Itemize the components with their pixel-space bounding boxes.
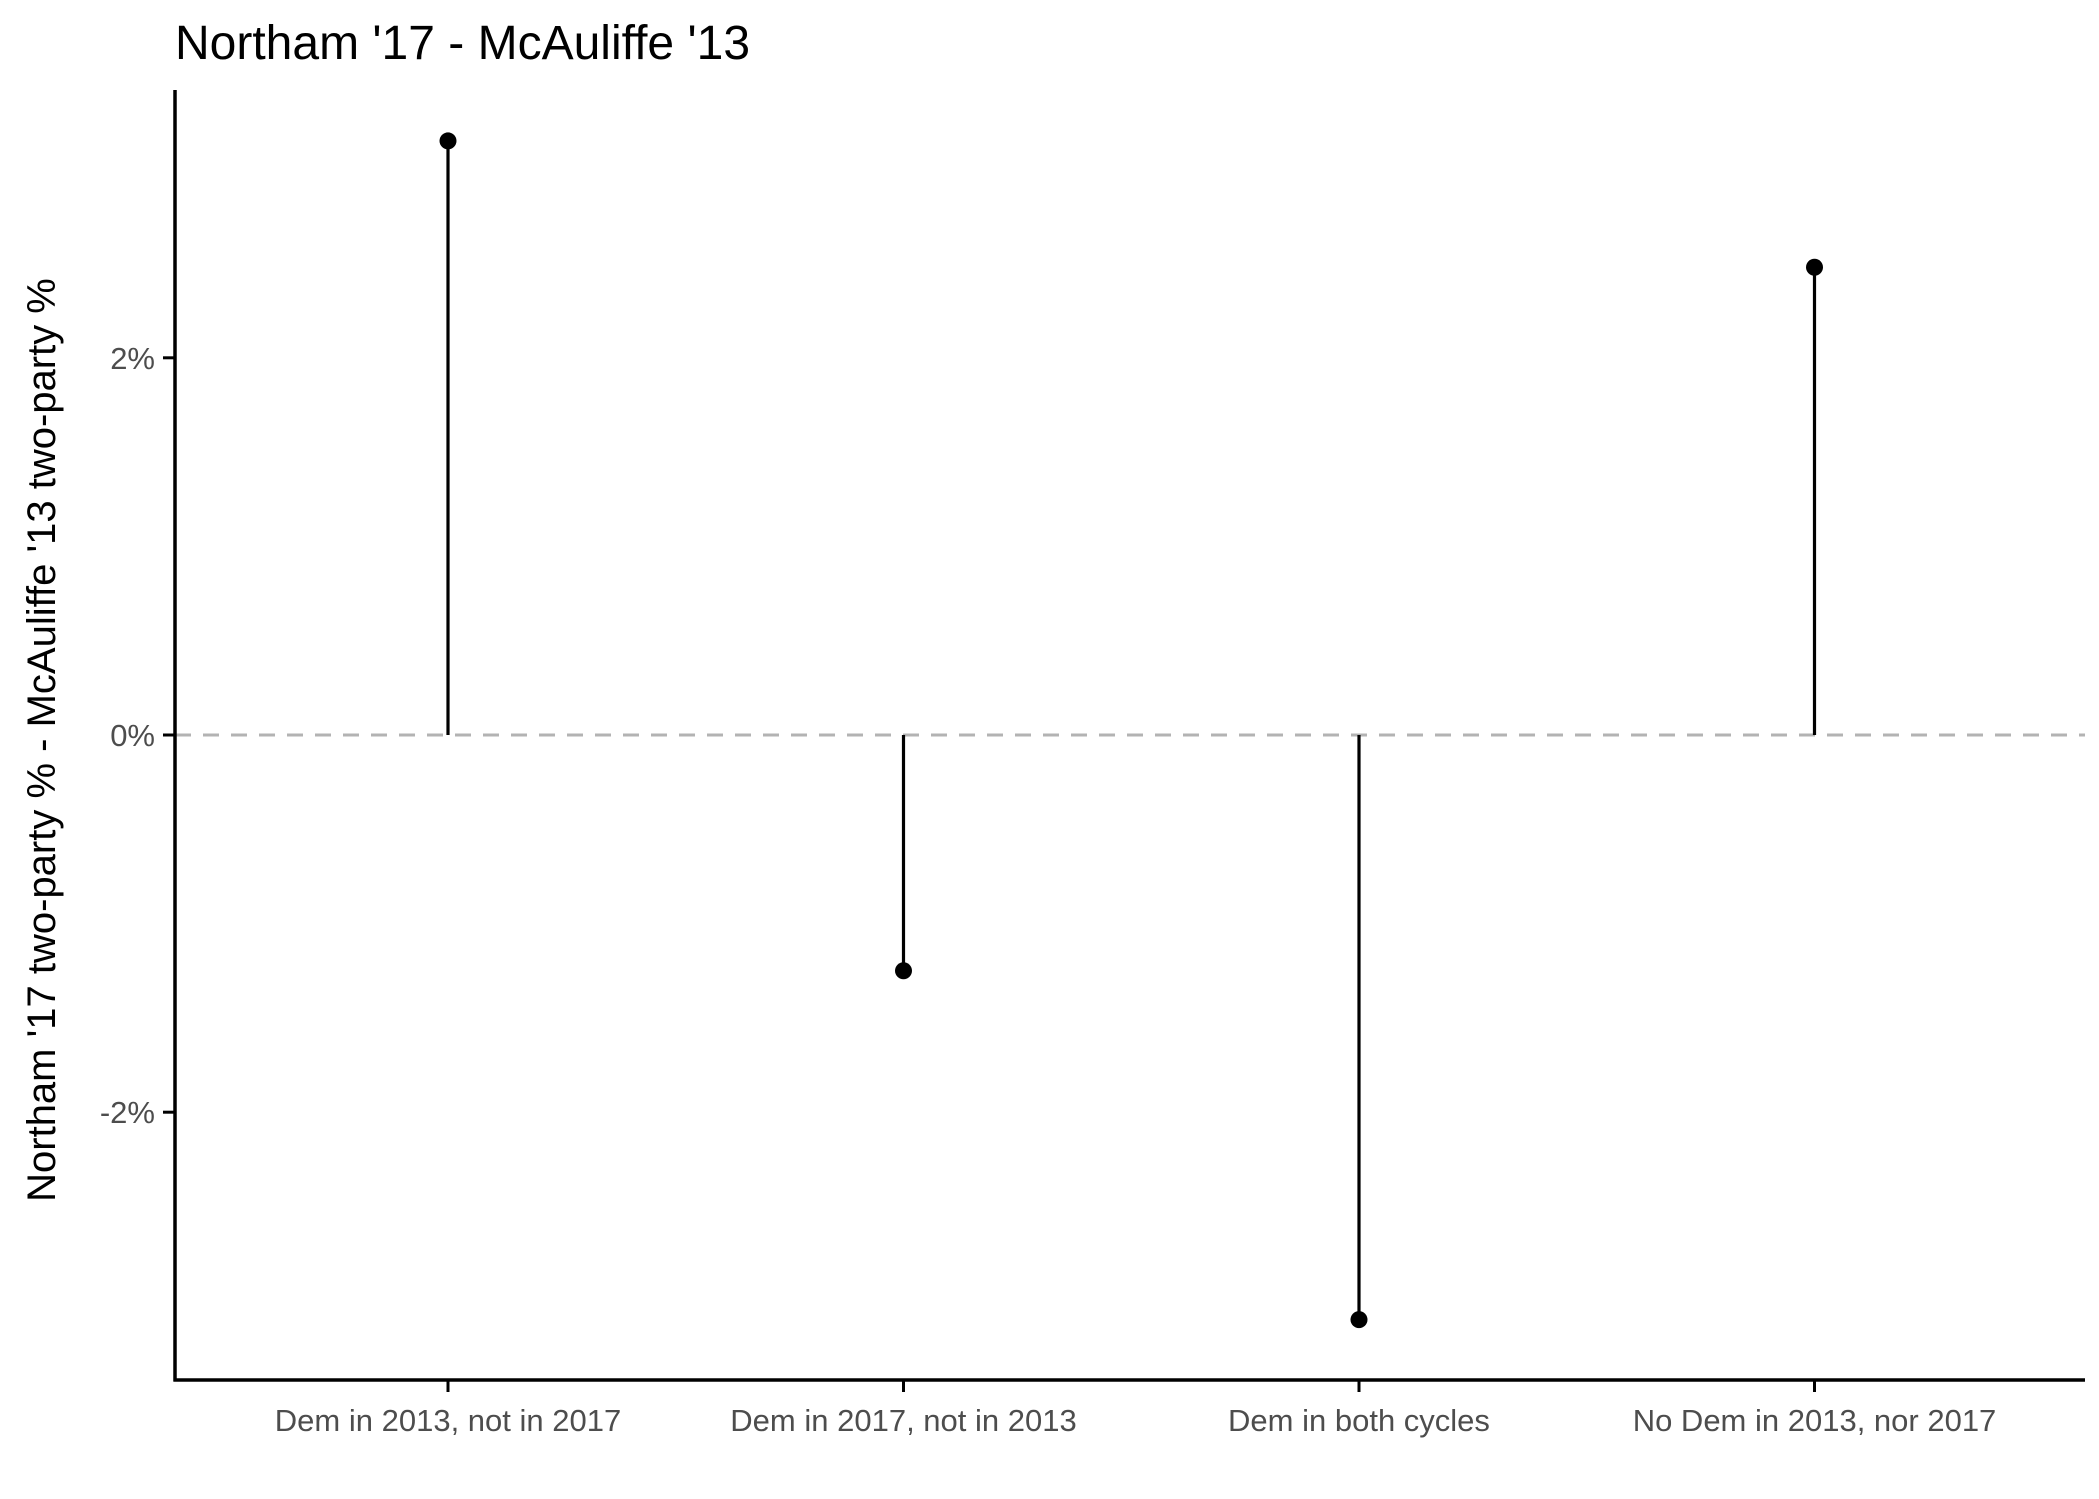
plot-area: 2% 0% -2% Dem in 2013, not in 2017 Dem in 20…	[100, 90, 2085, 1438]
data-point	[1350, 1311, 1368, 1329]
x-tick-label: No Dem in 2013, nor 2017	[1633, 1403, 1997, 1438]
y-tick-label: 2%	[110, 341, 155, 376]
x-tick-label: Dem in 2017, not in 2013	[730, 1403, 1076, 1438]
data-point	[895, 962, 912, 980]
x-tick-label: Dem in 2013, not in 2017	[275, 1403, 621, 1438]
y-tick-label: 0%	[110, 718, 155, 753]
y-axis-label: Northam '17 two-party % - McAuliffe '13 …	[20, 278, 64, 1202]
x-tick-label: Dem in both cycles	[1228, 1403, 1490, 1438]
y-tick-label: -2%	[100, 1095, 155, 1130]
data-point	[439, 132, 457, 150]
data-point	[1806, 258, 1823, 276]
chart-title: Northam '17 - McAuliffe '13	[175, 17, 750, 70]
